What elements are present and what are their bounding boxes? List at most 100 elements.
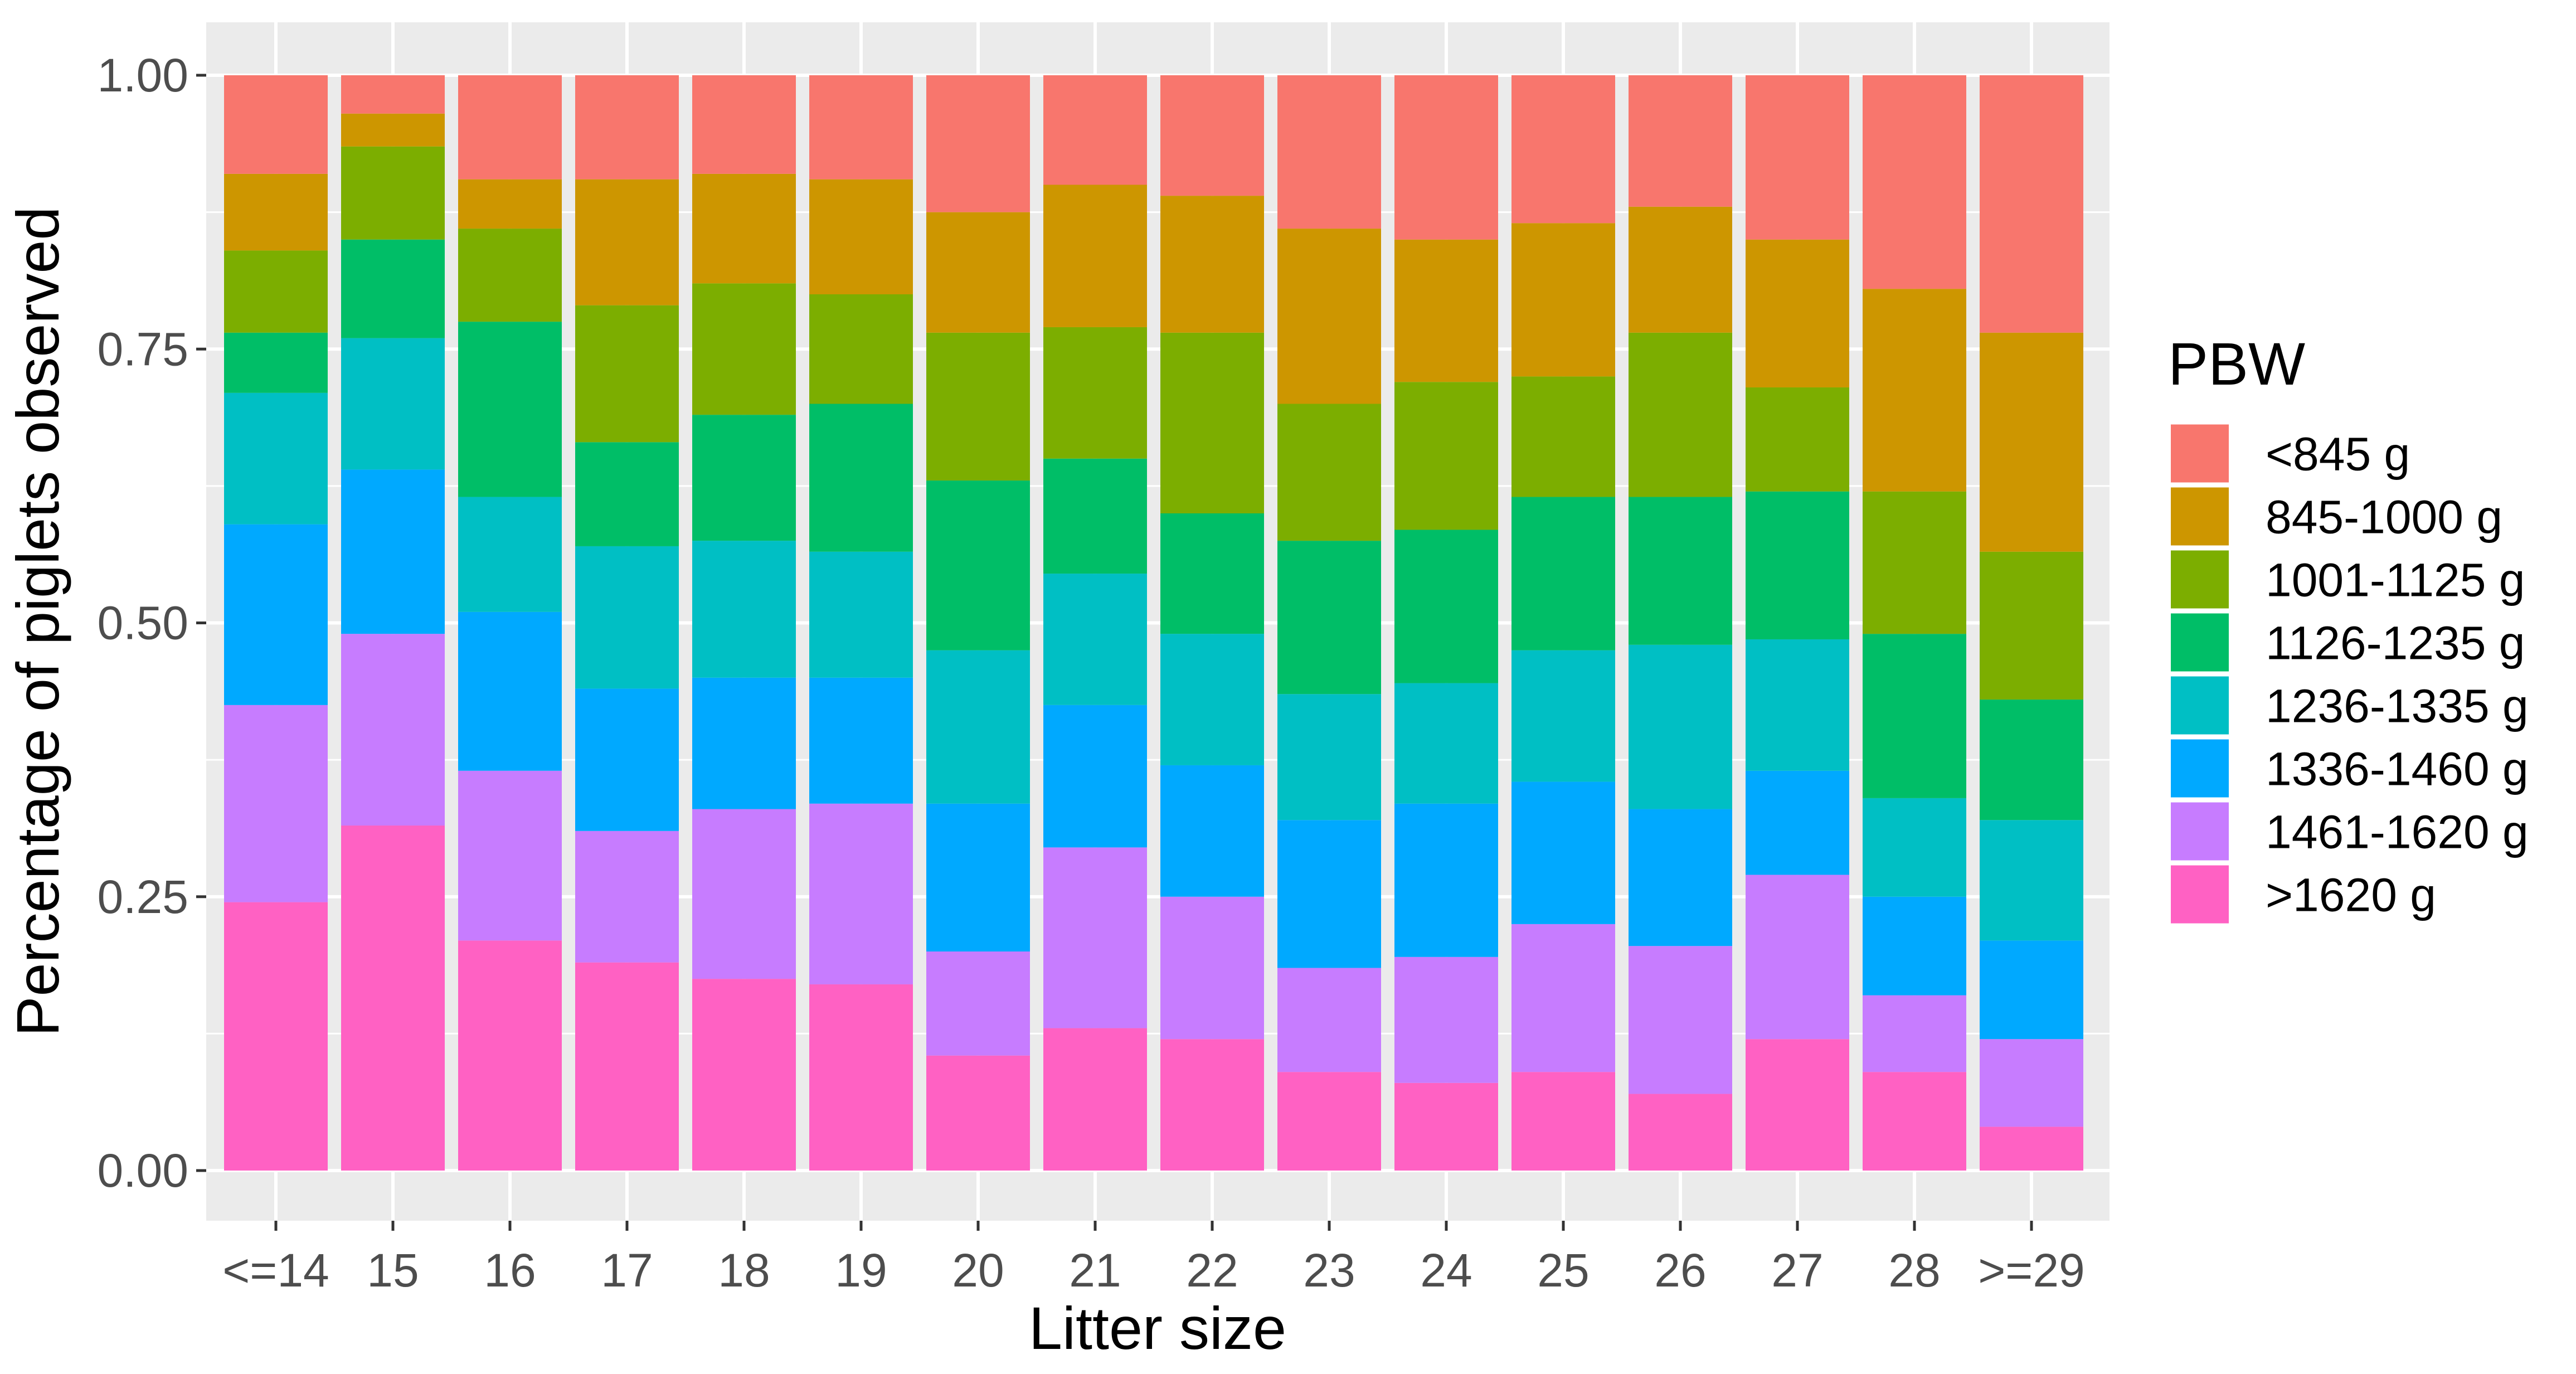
bar-stack (1511, 75, 1615, 1171)
bar-segment (1629, 1094, 1732, 1171)
legend-key (2171, 487, 2229, 546)
bar-segment (926, 951, 1030, 1056)
bar-segment (1043, 1028, 1147, 1171)
x-tick-label: 27 (1771, 1244, 1823, 1297)
bar-stack (692, 75, 796, 1171)
bar-segment (341, 113, 445, 147)
bar-segment (1746, 75, 1849, 240)
bar-segment (926, 332, 1030, 481)
bar-segment (1043, 574, 1147, 705)
legend-label: 1336-1460 g (2266, 743, 2529, 795)
bar-segment (458, 322, 562, 497)
bar-segment (575, 75, 679, 179)
bar-segment (926, 480, 1030, 650)
bar-segment (809, 75, 913, 179)
bar-segment (341, 338, 445, 470)
bar-stack (1746, 75, 1849, 1171)
bar-segment (341, 146, 445, 240)
legend-title: PBW (2168, 330, 2305, 397)
legend-item: 1126-1235 g (2171, 613, 2525, 672)
bar-segment (1863, 289, 1966, 492)
bar-segment (1043, 75, 1147, 185)
bar-segment (1511, 223, 1615, 377)
legend-key (2171, 424, 2229, 483)
x-tick-label: 19 (835, 1244, 887, 1297)
bar-stack (1980, 75, 2083, 1171)
bar-segment (1160, 896, 1264, 1040)
bar-segment (341, 634, 445, 826)
legend-key (2171, 613, 2229, 672)
bar-segment (1394, 957, 1498, 1083)
bar-segment (1863, 798, 1966, 897)
x-tick-label: 20 (952, 1244, 1004, 1297)
bar-segment (458, 179, 562, 229)
bar-segment (341, 75, 445, 114)
bar-segment (1863, 1072, 1966, 1171)
x-tick-label: 15 (367, 1244, 419, 1297)
bar-segment (1277, 404, 1381, 541)
x-tick-label: 24 (1420, 1244, 1472, 1297)
bar-segment (1160, 634, 1264, 765)
bar-segment (1980, 700, 2083, 820)
bar-stack (809, 75, 913, 1171)
bar-segment (1746, 387, 1849, 492)
bar-segment (1277, 541, 1381, 695)
bar-segment (575, 305, 679, 443)
bar-segment (1629, 332, 1732, 497)
legend-key (2171, 739, 2229, 798)
bar-segment (458, 229, 562, 322)
bar-segment (1277, 694, 1381, 820)
legend-label: 1001-1125 g (2266, 554, 2525, 606)
bar-segment (1746, 491, 1849, 639)
bar-stack (1043, 75, 1147, 1171)
bar-segment (692, 75, 796, 174)
bar-segment (575, 831, 679, 963)
bar-stack (1277, 75, 1381, 1171)
bar-segment (1980, 75, 2083, 333)
bar-segment (458, 611, 562, 771)
bar-segment (1394, 382, 1498, 530)
legend-label: 845-1000 g (2266, 491, 2502, 543)
bar-stack (458, 75, 562, 1171)
bar-segment (692, 415, 796, 541)
bar-segment (458, 497, 562, 612)
bar-segment (1160, 196, 1264, 333)
bar-segment (458, 940, 562, 1171)
legend: PBW <845 g 845-1000 g 1001-1125 g 1126-1235… (2168, 330, 2529, 924)
bar-stack (1160, 75, 1264, 1171)
bar-segment (1511, 924, 1615, 1072)
bar-segment (692, 541, 796, 678)
bar-segment (1277, 229, 1381, 404)
bar-segment (1511, 781, 1615, 924)
bar-segment (1863, 75, 1966, 289)
bar-segment (1746, 239, 1849, 388)
legend-item: 1461-1620 g (2171, 802, 2529, 861)
legend-label: >1620 g (2266, 869, 2436, 921)
bar-segment (926, 212, 1030, 333)
bar-segment (575, 442, 679, 546)
bar-segment (692, 809, 796, 979)
bar-segment (1394, 803, 1498, 957)
bar-segment (809, 803, 913, 984)
x-axis: <=14 15 16 17 18 19 20 21 22 23 24 25 26 27 28 >=29 (222, 1221, 2085, 1297)
bar-segment (458, 770, 562, 941)
bar-segment (575, 688, 679, 831)
bar-segment (575, 179, 679, 305)
bar-segment (1043, 185, 1147, 327)
y-axis-title: Percentage of piglets observed (4, 207, 71, 1037)
bar-segment (341, 239, 445, 338)
bar-stack (1629, 75, 1732, 1171)
legend-key (2171, 802, 2229, 861)
x-tick-label: 22 (1186, 1244, 1238, 1297)
bar-stack (341, 75, 445, 1171)
bar-segment (926, 650, 1030, 804)
bar-segment (1160, 1039, 1264, 1171)
bar-segment (1980, 820, 2083, 941)
y-tick-label: 0.25 (98, 871, 189, 923)
bar-segment (224, 75, 328, 174)
bar-segment (692, 677, 796, 809)
bar-segment (1629, 946, 1732, 1094)
bar-segment (1746, 639, 1849, 771)
bar-segment (692, 173, 796, 284)
bar-segment (1629, 75, 1732, 207)
